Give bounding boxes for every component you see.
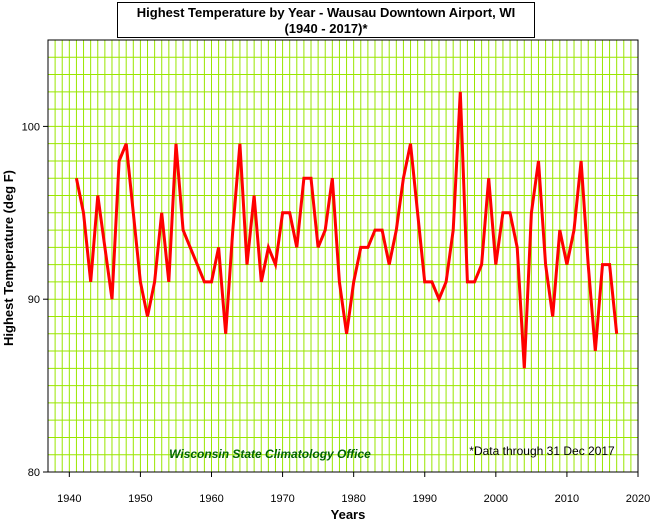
x-tick-label: 1990 (413, 493, 437, 505)
x-tick-label: 1960 (199, 493, 223, 505)
plot-frame (47, 39, 639, 473)
data-note: *Data through 31 Dec 2017 (469, 444, 615, 458)
x-tick-label: 1950 (128, 493, 152, 505)
y-tick-label: 80 (28, 467, 40, 479)
series (74, 91, 619, 369)
series-line (74, 91, 619, 369)
chart-title-box: Highest Temperature by Year - Wausau Dow… (117, 2, 535, 38)
org-annotation: Wisconsin State Climatology Office (169, 447, 371, 461)
x-axis-label: Years (331, 507, 366, 522)
axes: 1940 1950 1960 1970 1980 1990 2000 2010 2020 80 90… (22, 39, 650, 505)
chart-title: Highest Temperature by Year - Wausau Dow… (136, 5, 516, 20)
grid (47, 39, 639, 473)
x-tick-label: 2020 (626, 493, 650, 505)
x-tick-label: 1980 (341, 493, 365, 505)
x-tick-label: 1940 (57, 493, 81, 505)
chart-subtitle: (1940 - 2017)* (284, 21, 368, 36)
y-axis-label: Highest Temperature (deg F) (1, 170, 16, 346)
y-tick-label: 100 (22, 121, 40, 133)
x-tick-label: 2000 (484, 493, 508, 505)
y-tick-label: 90 (28, 294, 40, 306)
x-tick-label: 2010 (555, 493, 579, 505)
x-tick-label: 1970 (270, 493, 294, 505)
